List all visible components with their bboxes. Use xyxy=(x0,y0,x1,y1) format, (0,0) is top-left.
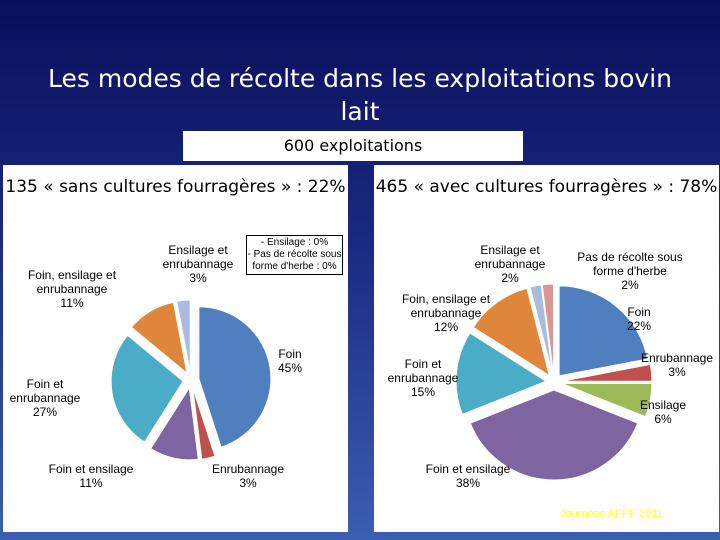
slice-label-foin-ensilage-enrubannage: Foin, ensilage et enrubannage 11% xyxy=(17,268,127,310)
pie-slice-enrubannage xyxy=(561,363,653,382)
pie-slice-foin-et-ensilage xyxy=(149,386,199,461)
chart-panel-left: 135 « sans cultures fourragères » : 22% … xyxy=(3,165,348,532)
slice-name: Foin xyxy=(627,305,651,319)
slice-value: 22% xyxy=(626,319,652,333)
pie-slice-ensilage-et-enrubannage xyxy=(529,284,553,375)
slice-name: Foin et ensilage xyxy=(48,462,134,476)
note-line-2: - Pas de récolte sous forme d'herbe : 0% xyxy=(247,249,342,272)
note-box: - Ensilage : 0% - Pas de récolte sous fo… xyxy=(246,235,343,275)
slice-value: 3% xyxy=(189,271,207,285)
pie-slice-ensilage-et-enrubannage xyxy=(176,299,191,373)
slice-value: 45% xyxy=(277,361,303,375)
slice-label-foin-et-ensilage: Foin et ensilage 38% xyxy=(418,462,518,490)
pie-slice-enrubannage xyxy=(192,387,216,460)
slice-value: 3% xyxy=(668,365,686,379)
pie-slice-ensilage xyxy=(561,382,653,418)
pie-slice-foin-et-ensilage xyxy=(469,389,639,481)
slide-title: Les modes de récolte dans les exploitati… xyxy=(48,64,672,126)
slice-value: 12% xyxy=(433,320,459,334)
chart-title-left: 135 « sans cultures fourragères » : 22% xyxy=(5,177,346,197)
slice-label-foin: Foin 22% xyxy=(614,305,664,333)
slice-name: Ensilage et enrubannage xyxy=(162,243,234,271)
slice-value: 2% xyxy=(501,271,519,285)
slice-label-enrubannage: Enrubannage 3% xyxy=(203,462,293,490)
pie-slice-foin-ensilage-et-enrubannage xyxy=(472,287,551,377)
slice-label-foin-et-enrubannage: Foin et enrubannage 15% xyxy=(380,357,466,399)
chart-title-right: 465 « avec cultures fourragères » : 78% xyxy=(375,177,718,197)
slice-name: Foin et ensilage xyxy=(425,462,511,476)
slice-label-enrubannage: Enrubannage 3% xyxy=(632,351,720,379)
slice-name: Foin, ensilage et enrubannage xyxy=(401,292,491,320)
slice-value: 11% xyxy=(60,296,84,310)
pie-slice-foin xyxy=(558,285,649,377)
pie-chart-left xyxy=(110,299,272,461)
slice-value: 2% xyxy=(621,278,639,292)
slice-label-foin-et-ensilage: Foin et ensilage 11% xyxy=(41,462,141,490)
pie-slice-foin xyxy=(198,306,272,448)
slice-value: 15% xyxy=(410,385,436,399)
slice-label-ensilage: Ensilage 6% xyxy=(630,398,696,426)
slice-name: Foin et enrubannage xyxy=(9,377,81,405)
slice-label-foin: Foin 45% xyxy=(265,347,315,375)
slice-label-ensilage-et-enrubannage: Ensilage et enrubannage 2% xyxy=(466,243,554,285)
slice-label-foin-ensilage-enrubannage: Foin, ensilage et enrubannage 12% xyxy=(390,292,502,334)
slice-value: 27% xyxy=(32,405,58,419)
slice-label-pas-de-recolte: Pas de récolte sous forme d'herbe 2% xyxy=(568,250,692,292)
slice-value: 11% xyxy=(79,476,103,490)
slice-name: Enrubannage xyxy=(640,351,714,365)
slice-label-foin-et-enrubannage: Foin et enrubannage 27% xyxy=(3,377,87,419)
pie-slice-foin-et-enrubannage xyxy=(455,332,548,416)
slice-name: Ensilage et enrubannage xyxy=(474,243,546,271)
slice-label-ensilage-et-enrubannage: Ensilage et enrubannage 3% xyxy=(151,243,245,285)
slice-name: Enrubannage xyxy=(211,462,285,476)
pie-chart-right xyxy=(455,283,653,481)
slice-name: Foin et enrubannage xyxy=(387,357,459,385)
slice-name: Pas de récolte sous forme d'herbe xyxy=(577,250,683,278)
pie-slice-pas-de-r-colte-sous-forme-d-herbe xyxy=(541,283,554,375)
slice-value: 3% xyxy=(239,476,257,490)
pie-slice-foin-et-enrubannage xyxy=(110,334,184,443)
slice-value: 6% xyxy=(654,412,672,426)
subtitle-box: 600 exploitations xyxy=(183,131,523,161)
chart-panel-right: 465 « avec cultures fourragères » : 78% … xyxy=(374,165,719,532)
footer-text: Journées AFPF 2011 xyxy=(560,508,663,520)
slice-name: Ensilage xyxy=(639,398,687,412)
note-line-1: - Ensilage : 0% xyxy=(260,237,329,248)
slice-name: Foin xyxy=(278,347,302,361)
pie-slice-foin-ensilage-et-enrubannage xyxy=(130,301,188,375)
slice-name: Foin, ensilage et enrubannage xyxy=(27,268,117,296)
slice-value: 38% xyxy=(455,476,481,490)
